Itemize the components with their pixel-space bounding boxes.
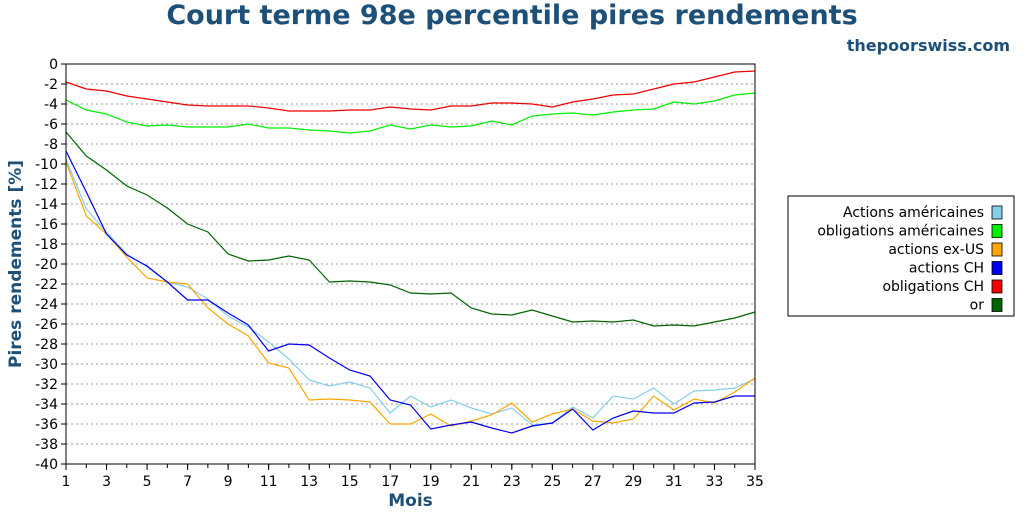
y-tick-label: -32 xyxy=(35,377,58,393)
legend: Actions américaines obligations américain… xyxy=(787,195,1015,317)
y-tick-label: -12 xyxy=(35,177,58,193)
y-tick-label: -18 xyxy=(35,237,58,253)
x-tick-label: 13 xyxy=(300,474,318,490)
x-tick-label: 31 xyxy=(665,474,683,490)
y-tick-label: -38 xyxy=(35,437,58,453)
axes: 0 -2 -4 -6 -8 -10 -12 -14 -16 -18 -20 -22 -24 -26 -28 -… xyxy=(35,57,764,490)
x-tick-label: 27 xyxy=(584,474,602,490)
x-tick-label: 7 xyxy=(183,474,192,490)
site-watermark: thepoorswiss.com xyxy=(846,36,1010,55)
y-tick-label: -36 xyxy=(35,417,58,433)
series-line-0 xyxy=(65,158,756,426)
plot-frame xyxy=(65,63,756,465)
y-tick-label: 0 xyxy=(49,57,58,73)
y-tick-label: -8 xyxy=(44,137,58,153)
series-lines xyxy=(65,70,756,434)
x-tick-label: 23 xyxy=(503,474,521,490)
y-tick-label: -26 xyxy=(35,317,58,333)
x-tick-label: 21 xyxy=(462,474,480,490)
y-tick-label: -10 xyxy=(35,157,58,173)
y-tick-label: -24 xyxy=(35,297,58,313)
legend-swatch-1 xyxy=(991,224,1003,238)
x-tick-label: 19 xyxy=(422,474,440,490)
series-line-2 xyxy=(65,161,756,427)
series-line-5 xyxy=(65,131,756,327)
x-axis-label: Mois xyxy=(388,491,433,511)
y-tick-label: -30 xyxy=(35,357,58,373)
x-tick-label: 33 xyxy=(706,474,724,490)
legend-swatch-2 xyxy=(991,242,1003,257)
legend-label-5: or xyxy=(970,298,985,314)
x-tick-label: 5 xyxy=(143,474,152,490)
legend-label-0: Actions américaines xyxy=(843,205,984,221)
x-tick-label: 11 xyxy=(260,474,278,490)
legend-swatch-5 xyxy=(991,298,1003,312)
gridlines xyxy=(66,63,755,445)
legend-label-4: obligations CH xyxy=(882,279,984,295)
x-tick-label: 25 xyxy=(543,474,561,490)
x-tick-label: 1 xyxy=(62,474,71,490)
y-tick-label: -14 xyxy=(35,197,58,213)
series-line-4 xyxy=(65,70,756,112)
legend-box xyxy=(787,195,1015,317)
x-tick-label: 29 xyxy=(624,474,642,490)
legend-swatch-0 xyxy=(991,205,1003,220)
y-tick-label: -34 xyxy=(35,397,58,413)
legend-swatch-4 xyxy=(991,279,1003,294)
y-tick-label: -4 xyxy=(44,97,58,113)
x-tick-label: 15 xyxy=(341,474,359,490)
y-tick-label: -40 xyxy=(35,457,58,473)
x-tick-label: 17 xyxy=(381,474,399,490)
x-tick-label: 35 xyxy=(746,474,764,490)
series-line-1 xyxy=(65,92,756,134)
y-tick-label: -6 xyxy=(44,117,58,133)
y-tick-label: -28 xyxy=(35,337,58,353)
x-tick-label: 3 xyxy=(102,474,111,490)
y-tick-label: -16 xyxy=(35,217,58,233)
legend-label-2: actions ex-US xyxy=(888,242,984,258)
y-tick-label: -20 xyxy=(35,257,58,273)
chart-title: Court terme 98e percentile pires rendeme… xyxy=(166,0,858,31)
y-axis-label: Pires rendements [%] xyxy=(6,160,26,368)
legend-swatch-3 xyxy=(991,261,1003,275)
x-tick-label: 9 xyxy=(224,474,233,490)
legend-label-3: actions CH xyxy=(909,261,984,277)
series-line-3 xyxy=(65,150,755,434)
legend-label-1: obligations américaines xyxy=(817,224,984,240)
y-tick-label: -22 xyxy=(35,277,58,293)
y-tick-label: -2 xyxy=(44,77,58,93)
